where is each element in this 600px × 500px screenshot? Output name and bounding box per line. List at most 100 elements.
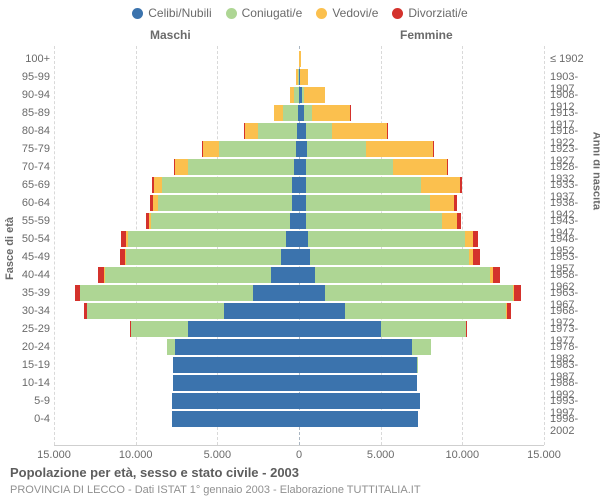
age-row xyxy=(54,158,544,176)
married-segment xyxy=(304,105,312,121)
male-bar xyxy=(244,123,299,139)
married-segment xyxy=(412,339,432,355)
single-segment xyxy=(175,339,299,355)
legend: Celibi/NubiliConiugati/eVedovi/eDivorzia… xyxy=(0,6,600,20)
legend-swatch xyxy=(316,8,327,19)
legend-item: Coniugati/e xyxy=(226,6,303,20)
single-segment xyxy=(299,267,315,283)
married-segment xyxy=(306,195,430,211)
married-segment xyxy=(381,321,466,337)
married-segment xyxy=(126,249,281,265)
married-segment xyxy=(306,213,442,229)
age-row xyxy=(54,266,544,284)
male-bar xyxy=(146,213,300,229)
male-bar xyxy=(130,321,299,337)
legend-label: Divorziati/e xyxy=(408,6,467,20)
divorced-segment xyxy=(433,141,434,157)
legend-swatch xyxy=(226,8,237,19)
age-bin-label: 80-84 xyxy=(6,125,50,137)
age-row xyxy=(54,356,544,374)
divorced-segment xyxy=(473,231,478,247)
age-row xyxy=(54,212,544,230)
divorced-segment xyxy=(493,267,500,283)
age-bin-label: 90-94 xyxy=(6,89,50,101)
x-tick-label: 0 xyxy=(296,449,302,461)
single-segment xyxy=(299,411,418,427)
age-row xyxy=(54,86,544,104)
male-bar xyxy=(121,231,299,247)
married-segment xyxy=(131,321,188,337)
age-row xyxy=(54,194,544,212)
widowed-segment xyxy=(175,159,188,175)
widowed-segment xyxy=(154,177,162,193)
male-bar xyxy=(274,105,299,121)
male-bar xyxy=(290,87,299,103)
age-row xyxy=(54,104,544,122)
married-segment xyxy=(417,357,418,373)
age-bin-label: 5-9 xyxy=(6,395,50,407)
column-header-male: Maschi xyxy=(150,28,191,42)
female-bar xyxy=(299,87,325,103)
widowed-segment xyxy=(442,213,457,229)
married-segment xyxy=(105,267,272,283)
age-bin-label: 25-29 xyxy=(6,323,50,335)
female-bar xyxy=(299,231,478,247)
female-bar xyxy=(299,141,434,157)
married-segment xyxy=(308,231,465,247)
married-segment xyxy=(310,249,468,265)
widowed-segment xyxy=(299,51,300,67)
single-segment xyxy=(299,141,307,157)
single-segment xyxy=(299,339,412,355)
x-tick-label: 10.000 xyxy=(119,449,153,461)
x-tick-label: 15.000 xyxy=(37,449,71,461)
age-bin-label: 60-64 xyxy=(6,197,50,209)
male-bar xyxy=(75,285,299,301)
age-row xyxy=(54,230,544,248)
married-segment xyxy=(219,141,296,157)
age-bin-label: 95-99 xyxy=(6,71,50,83)
widowed-segment xyxy=(393,159,447,175)
female-bar xyxy=(299,393,420,409)
age-bin-label: 30-34 xyxy=(6,305,50,317)
married-segment xyxy=(283,105,298,121)
male-bar xyxy=(98,267,299,283)
married-segment xyxy=(258,123,297,139)
legend-label: Vedovi/e xyxy=(332,6,378,20)
divorced-segment xyxy=(466,321,467,337)
age-bin-label: 40-44 xyxy=(6,269,50,281)
widowed-segment xyxy=(366,141,433,157)
married-segment xyxy=(325,285,513,301)
divorced-segment xyxy=(454,195,457,211)
x-tick-label: 5.000 xyxy=(367,449,395,461)
single-segment xyxy=(299,249,310,265)
age-row xyxy=(54,302,544,320)
married-segment xyxy=(306,123,332,139)
age-bin-label: 20-24 xyxy=(6,341,50,353)
age-bin-label: 50-54 xyxy=(6,233,50,245)
age-row xyxy=(54,50,544,68)
widowed-segment xyxy=(304,87,325,103)
male-bar xyxy=(167,339,299,355)
single-segment xyxy=(253,285,299,301)
female-bar xyxy=(299,123,388,139)
single-segment xyxy=(281,249,299,265)
single-segment xyxy=(173,357,299,373)
age-bin-label: 65-69 xyxy=(6,179,50,191)
single-segment xyxy=(299,231,308,247)
age-bin-label: 15-19 xyxy=(6,359,50,371)
single-segment xyxy=(188,321,299,337)
age-bin-label: 70-74 xyxy=(6,161,50,173)
single-segment xyxy=(299,213,306,229)
female-bar xyxy=(299,339,431,355)
divorced-segment xyxy=(473,249,479,265)
divorced-segment xyxy=(447,159,448,175)
female-bar xyxy=(299,249,480,265)
age-row xyxy=(54,338,544,356)
widowed-segment xyxy=(274,105,283,121)
single-segment xyxy=(172,411,299,427)
gridline xyxy=(544,46,545,445)
widowed-segment xyxy=(312,105,350,121)
age-bin-label: 55-59 xyxy=(6,215,50,227)
female-bar xyxy=(299,357,417,373)
age-bin-label: 100+ xyxy=(6,53,50,65)
